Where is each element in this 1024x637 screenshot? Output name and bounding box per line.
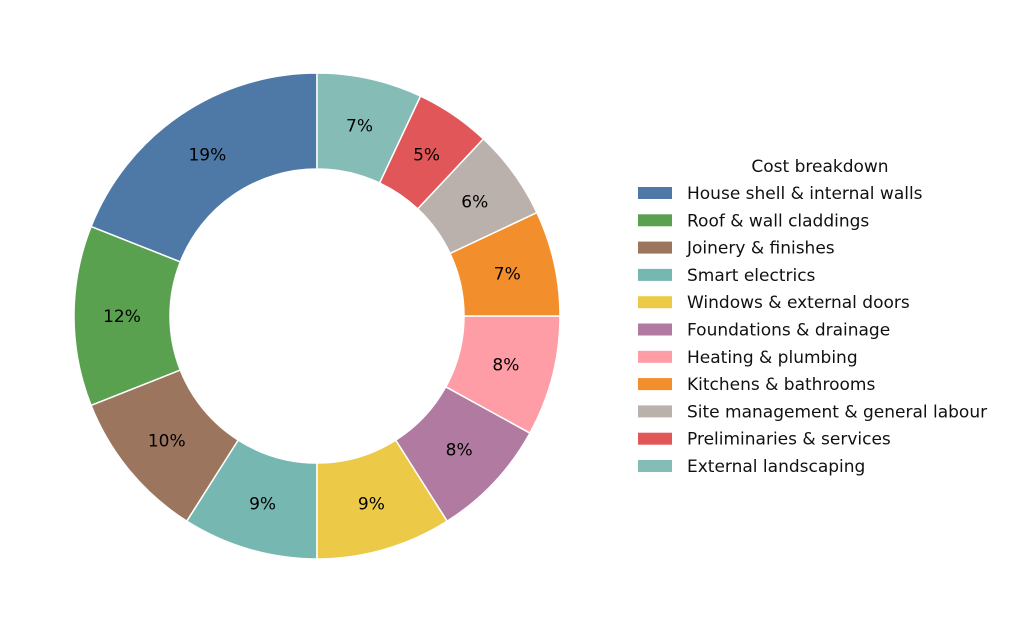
percent-label-7: 7% bbox=[494, 264, 521, 284]
legend-swatch-1 bbox=[638, 214, 672, 227]
percent-label-8: 6% bbox=[461, 192, 488, 212]
legend-label-10: External landscaping bbox=[687, 457, 865, 477]
legend-label-8: Site management & general labour bbox=[687, 402, 987, 422]
legend-label-4: Windows & external doors bbox=[687, 293, 910, 313]
legend-swatch-8 bbox=[638, 405, 672, 418]
legend-label-6: Heating & plumbing bbox=[687, 348, 858, 368]
legend-swatch-6 bbox=[638, 350, 672, 363]
legend-label-7: Kitchens & bathrooms bbox=[687, 375, 875, 395]
percent-label-3: 9% bbox=[249, 494, 276, 514]
legend-label-9: Preliminaries & services bbox=[687, 430, 891, 450]
slices bbox=[73, 72, 561, 560]
legend-label-2: Joinery & finishes bbox=[686, 239, 835, 259]
slice-0 bbox=[90, 72, 318, 263]
percent-label-4: 9% bbox=[358, 494, 385, 514]
legend-swatch-4 bbox=[638, 296, 672, 309]
legend-swatch-10 bbox=[638, 460, 672, 472]
legend-swatch-9 bbox=[638, 432, 672, 445]
legend: Cost breakdown House shell & internal wa… bbox=[638, 157, 987, 477]
legend-swatch-3 bbox=[638, 268, 672, 281]
legend-label-5: Foundations & drainage bbox=[687, 321, 890, 341]
percent-label-6: 8% bbox=[492, 355, 519, 375]
percent-label-2: 10% bbox=[148, 431, 186, 451]
legend-title: Cost breakdown bbox=[751, 157, 888, 177]
legend-swatch-2 bbox=[638, 241, 672, 254]
legend-swatch-0 bbox=[638, 187, 672, 199]
percent-label-1: 12% bbox=[103, 307, 141, 327]
percent-labels: 19% 12% 10% 9% 9% 8% 8% 7% 6% 5% 7% bbox=[103, 117, 521, 515]
legend-swatch-5 bbox=[638, 323, 672, 336]
legend-label-3: Smart electrics bbox=[687, 266, 816, 286]
legend-label-0: House shell & internal walls bbox=[687, 184, 923, 204]
percent-label-9: 5% bbox=[413, 146, 440, 166]
percent-label-10: 7% bbox=[346, 117, 373, 137]
percent-label-0: 19% bbox=[188, 146, 226, 166]
percent-label-5: 8% bbox=[446, 440, 473, 460]
legend-label-1: Roof & wall claddings bbox=[687, 211, 869, 231]
legend-swatch-7 bbox=[638, 378, 672, 391]
slice-10 bbox=[316, 72, 422, 184]
